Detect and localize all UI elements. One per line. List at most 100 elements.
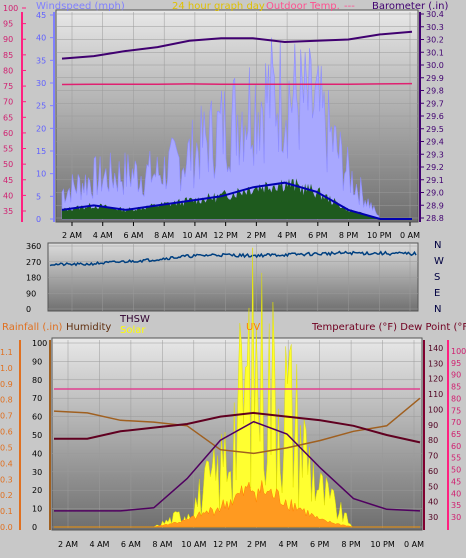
dewpoint-line <box>54 411 421 444</box>
x-tick-label: 12 PM <box>213 231 238 240</box>
humidity-line <box>53 397 421 455</box>
barometer-tick-label: 30.0 <box>426 61 444 70</box>
humidity-tick-label: 10 <box>32 505 42 514</box>
x-tick-label: 4 PM <box>277 231 296 240</box>
temperature-tick-label: 130 <box>428 359 443 368</box>
legend-humidity: Humidity <box>66 322 111 333</box>
temp-tick-label: 50 <box>3 160 13 169</box>
x-tick-label: 6 AM <box>123 231 143 240</box>
barometer-tick-label: 29.3 <box>426 150 444 159</box>
legend-solar: Solar <box>120 325 146 336</box>
barometer-tick-label: 29.0 <box>426 189 444 198</box>
compass-label: W <box>434 256 444 267</box>
humidity-tick-label: 20 <box>32 486 42 495</box>
rain-tick-label: 0.5 <box>0 443 13 452</box>
direction-tick-label: 0 <box>26 305 31 314</box>
windspeed-avg-area <box>62 178 412 219</box>
dewpoint-tick-label: 70 <box>451 418 461 427</box>
rain-tick-label: 0.3 <box>0 475 13 484</box>
wind-tick-label: 40 <box>36 34 46 43</box>
x-tick-label: 8 PM <box>339 231 358 240</box>
legend-windspeed: Windspeed (mph) <box>36 1 125 12</box>
temp-tick-label: 95 <box>3 20 13 29</box>
x-tick-label: 0 AM <box>400 231 420 240</box>
dewpoint-tick-label: 95 <box>451 359 461 368</box>
x-tick-label: 4 AM <box>89 540 109 549</box>
temp-tick-label: 100 <box>3 4 18 13</box>
temp-tick-label: 55 <box>3 145 13 154</box>
x-tick-label: 8 AM <box>152 540 172 549</box>
wind-tick-label: 5 <box>36 192 41 201</box>
rain-tick-label: 1.0 <box>0 364 13 373</box>
dewpoint-tick-label: 55 <box>451 454 461 463</box>
temperature-tick-label: 50 <box>428 482 438 491</box>
x-tick-label: 0 AM <box>404 540 424 549</box>
legend-thsw: THSW <box>119 314 150 325</box>
legend-uv: UV <box>246 322 260 333</box>
uv-area <box>54 480 420 528</box>
x-tick-label: 8 AM <box>154 231 174 240</box>
wind-tick-label: 0 <box>36 215 41 224</box>
wind-direction-line <box>49 250 417 267</box>
temperature-tick-label: 80 <box>428 436 438 445</box>
x-tick-label: 6 AM <box>121 540 141 549</box>
humidity-tick-label: 50 <box>32 431 42 440</box>
compass-label: E <box>434 288 440 299</box>
direction-tick-label: 90 <box>26 289 36 298</box>
barometer-tick-label: 29.4 <box>426 138 444 147</box>
rain-tick-label: 0.8 <box>0 396 13 405</box>
temp-tick-label: 60 <box>3 129 13 138</box>
x-tick-label: 10 PM <box>370 540 395 549</box>
barometer-tick-label: 29.5 <box>426 125 444 134</box>
outdoor-temp-line <box>61 82 413 86</box>
temperature-tick-label: 40 <box>428 498 438 507</box>
temp-tick-label: 75 <box>3 82 13 91</box>
wind-tick-label: 20 <box>36 124 46 133</box>
x-tick-label: 4 PM <box>279 540 298 549</box>
dewpoint-tick-label: 60 <box>451 442 461 451</box>
x-tick-label: 4 AM <box>93 231 113 240</box>
rain-tick-label: 0.2 <box>0 491 13 500</box>
barometer-tick-label: 29.1 <box>426 176 444 185</box>
barometer-tick-label: 29.7 <box>426 99 444 108</box>
x-tick-label: 8 PM <box>341 540 360 549</box>
direction-tick-label: 180 <box>26 274 41 283</box>
thsw-line <box>54 420 421 512</box>
compass-label: N <box>434 304 441 315</box>
barometer-tick-label: 30.2 <box>426 36 444 45</box>
legend-outdoor-temp-dash: --- <box>344 1 355 12</box>
temperature-tick-label: 90 <box>428 421 438 430</box>
wind-tick-label: 30 <box>36 79 46 88</box>
barometer-tick-label: 30.1 <box>426 48 444 57</box>
legend-temperature: Temperature (°F) Dew Point (°F) <box>311 322 466 333</box>
temperature-tick-label: 110 <box>428 390 443 399</box>
rain-tick-label: 0.4 <box>0 459 13 468</box>
legend-outdoor-temp: Outdoor Temp. <box>266 1 340 12</box>
x-tick-label: 6 PM <box>310 540 329 549</box>
temp-tick-label: 45 <box>3 176 13 185</box>
x-tick-label: 10 AM <box>182 231 207 240</box>
temp-tick-label: 70 <box>3 98 13 107</box>
barometer-tick-label: 28.8 <box>426 214 444 223</box>
dewpoint-tick-label: 100 <box>451 347 466 356</box>
rain-tick-label: 0.1 <box>0 507 13 516</box>
compass-label: S <box>434 272 440 283</box>
wind-tick-label: 10 <box>36 170 46 179</box>
rain-tick-label: 1.1 <box>0 348 13 357</box>
legend-barometer: Barometer (.in) <box>372 1 448 12</box>
rain-tick-label: 0.9 <box>0 380 13 389</box>
windspeed-gust-area <box>61 37 412 220</box>
barometer-tick-label: 29.2 <box>426 163 444 172</box>
dewpoint-tick-label: 30 <box>451 513 461 522</box>
temp-tick-label: 80 <box>3 66 13 75</box>
dewpoint-tick-label: 35 <box>451 501 461 510</box>
compass-label: N <box>434 240 441 251</box>
x-tick-label: 12 PM <box>213 540 238 549</box>
wind-tick-label: 25 <box>36 102 46 111</box>
temperature-tick-label: 30 <box>428 513 438 522</box>
dewpoint-tick-label: 50 <box>451 466 461 475</box>
rain-tick-label: 0.6 <box>0 428 13 437</box>
temp-tick-label: 35 <box>3 207 13 216</box>
dewpoint-tick-label: 75 <box>451 406 461 415</box>
